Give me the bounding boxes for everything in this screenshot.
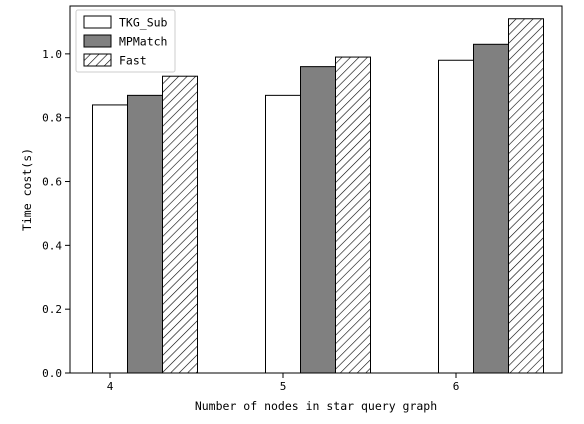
x-tick-label: 4 bbox=[107, 380, 114, 393]
y-tick-label: 0.2 bbox=[42, 303, 62, 316]
bar-mpmatch-5 bbox=[300, 66, 336, 374]
x-axis-label: Number of nodes in star query graph bbox=[195, 399, 437, 413]
x-tick-label: 6 bbox=[453, 380, 460, 393]
bar-tkg-sub-4 bbox=[92, 104, 128, 374]
y-tick-label: 0.4 bbox=[42, 239, 62, 252]
bar-fast-5 bbox=[335, 56, 371, 374]
legend: TKG_Sub MPMatch Fast bbox=[75, 9, 176, 73]
bar-fast-6 bbox=[508, 18, 544, 374]
legend-swatch-tkg-sub bbox=[83, 15, 112, 29]
x-axis: 4 5 6 bbox=[107, 373, 460, 393]
legend-swatch-mpmatch bbox=[83, 34, 112, 48]
x-tick-label: 5 bbox=[280, 380, 287, 393]
y-tick-label: 0.6 bbox=[42, 176, 62, 189]
y-tick-label: 1.0 bbox=[42, 48, 62, 61]
bar-mpmatch-6 bbox=[473, 43, 509, 374]
bar-tkg-sub-5 bbox=[265, 94, 301, 374]
bar-mpmatch-4 bbox=[127, 94, 163, 374]
legend-swatch-fast bbox=[83, 53, 112, 67]
y-tick-label: 0.0 bbox=[42, 367, 62, 380]
legend-label-tkg-sub: TKG_Sub bbox=[119, 16, 168, 30]
bar-tkg-sub-6 bbox=[438, 59, 474, 374]
bar-fast-4 bbox=[162, 75, 198, 374]
y-axis-label: Time cost(s) bbox=[20, 148, 34, 231]
y-tick-label: 0.8 bbox=[42, 112, 62, 125]
y-axis: 0.0 0.2 0.4 0.6 0.8 1.0 bbox=[42, 48, 70, 380]
legend-label-fast: Fast bbox=[119, 54, 147, 68]
plot-frame bbox=[69, 5, 563, 374]
bars-group bbox=[92, 18, 544, 374]
legend-label-mpmatch: MPMatch bbox=[119, 35, 167, 49]
